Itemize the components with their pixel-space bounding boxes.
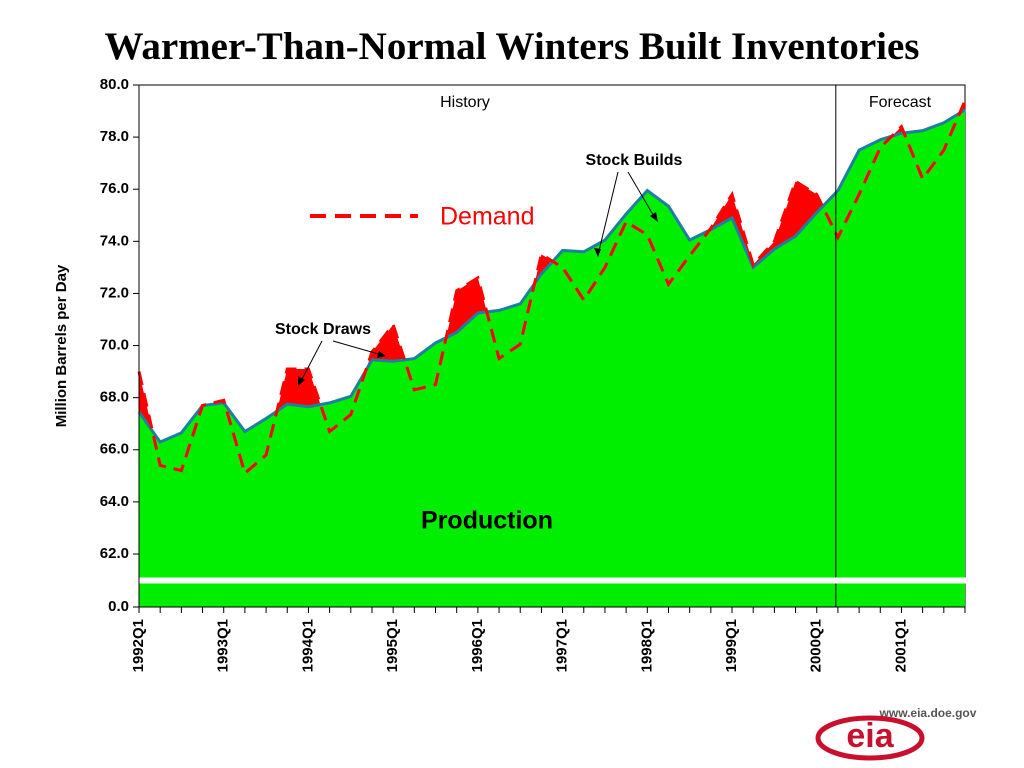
logo-text: eia bbox=[846, 717, 894, 755]
chart-title: Warmer-Than-Normal Winters Built Invento… bbox=[105, 25, 920, 68]
production-label: Production bbox=[421, 507, 553, 535]
x-tick-label: 1993Q1 bbox=[215, 619, 232, 672]
y-tick-label: 80.0 bbox=[100, 76, 129, 93]
axis-break bbox=[129, 577, 975, 584]
legend-label: Demand bbox=[440, 203, 535, 231]
y-tick-label: 74.0 bbox=[100, 232, 129, 249]
x-tick-label: 1992Q1 bbox=[130, 619, 147, 672]
arrow-head bbox=[594, 248, 601, 257]
arrow-head bbox=[650, 212, 658, 222]
y-tick-label: 0.0 bbox=[108, 598, 129, 615]
x-tick-label: 1997Q1 bbox=[554, 619, 571, 672]
y-tick-label: 62.0 bbox=[100, 545, 129, 562]
y-tick-label: 76.0 bbox=[100, 180, 129, 197]
production-area bbox=[139, 109, 965, 607]
x-tick-label: 2000Q1 bbox=[808, 619, 825, 672]
logo-url: www.eia.doe.gov bbox=[879, 706, 977, 720]
arrow-head bbox=[298, 376, 305, 386]
stock-draws-arrows bbox=[299, 340, 383, 384]
x-tick-label: 1999Q1 bbox=[723, 619, 740, 672]
y-tick-label: 78.0 bbox=[100, 128, 129, 145]
y-tick-label: 68.0 bbox=[100, 389, 129, 406]
y-axis-label: Million Barrels per Day bbox=[53, 264, 70, 427]
y-tick-label: 66.0 bbox=[100, 441, 129, 458]
x-tick-label: 1998Q1 bbox=[638, 619, 655, 672]
history-label: History bbox=[440, 94, 490, 111]
logo: www.eia.doe.gov eia bbox=[815, 706, 977, 761]
x-tick-label: 1995Q1 bbox=[384, 619, 401, 672]
arrow-head bbox=[377, 351, 386, 358]
stock-draws-label: Stock Draws bbox=[275, 321, 371, 338]
x-tick-label: 1996Q1 bbox=[469, 619, 486, 672]
logo-ring bbox=[815, 715, 925, 761]
stock-builds-label: Stock Builds bbox=[586, 152, 683, 169]
stock-builds-arrows bbox=[597, 171, 656, 256]
demand-line bbox=[137, 100, 967, 476]
y-tick-label: 70.0 bbox=[100, 337, 129, 354]
x-tick-label: 1994Q1 bbox=[299, 619, 316, 672]
y-tick-label: 64.0 bbox=[100, 493, 129, 510]
x-tick-label: 2001Q1 bbox=[892, 619, 909, 672]
y-tick-label: 72.0 bbox=[100, 284, 129, 301]
plot: 0.0 62.0 64.0 66.0 68.0 70.0 72.0 74.0 76.0 78.0 8… bbox=[100, 76, 975, 672]
forecast-label: Forecast bbox=[869, 94, 932, 111]
